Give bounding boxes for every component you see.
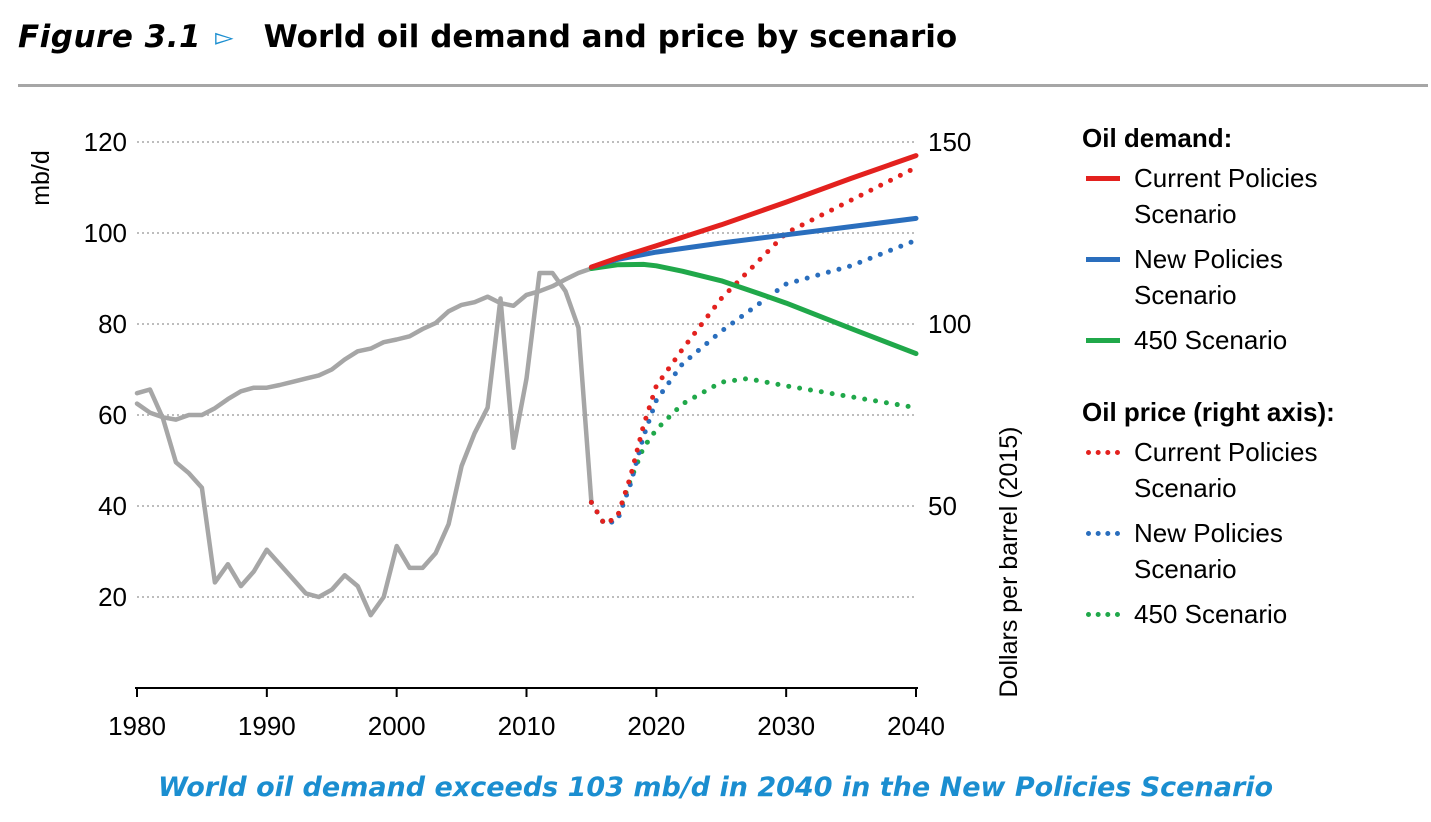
legend-label: 450 Scenario [1134, 325, 1288, 355]
x-tick-label: 1990 [238, 711, 296, 741]
legend-item-demand-450: 450 Scenario [1082, 322, 1422, 358]
x-tick-label: 2010 [498, 711, 556, 741]
price-current-line [588, 165, 919, 527]
y-left-tick-label: 20 [98, 582, 127, 612]
legend-swatch-current-solid [1082, 160, 1120, 196]
price-new-line [588, 237, 919, 527]
header-divider [18, 84, 1428, 87]
figure-title: World oil demand and price by scenario [263, 19, 958, 55]
legend-swatch-450-dotted [1082, 596, 1120, 632]
y-left-tick-label: 60 [98, 400, 127, 430]
demand-historical-line [134, 266, 594, 422]
legend-item-demand-new: New Policies Scenario [1082, 241, 1422, 313]
y-right-tick-label: 150 [928, 127, 971, 157]
x-tick-label: 2000 [368, 711, 426, 741]
legend-item-demand-current: Current Policies Scenario [1082, 160, 1422, 232]
y-left-tick-label: 40 [98, 491, 127, 521]
legend-item-price-new: New Policies Scenario [1082, 515, 1422, 587]
x-tick-label: 1980 [108, 711, 166, 741]
y-left-tick-label: 80 [98, 309, 127, 339]
y-right-tick-label: 50 [928, 491, 957, 521]
legend-demand-heading: Oil demand: [1082, 123, 1233, 153]
demand-s450-line [588, 261, 919, 357]
figure-label: Figure 3.1 [18, 19, 202, 55]
legend-label: Current Policies Scenario [1134, 437, 1318, 503]
legend-label: 450 Scenario [1134, 599, 1288, 629]
y-left-tick-label: 120 [84, 127, 127, 157]
legend-swatch-new-dotted [1082, 515, 1120, 551]
legend-label: New Policies Scenario [1134, 244, 1283, 310]
legend-swatch-450-solid [1082, 322, 1120, 358]
legend: Oil demand: Current Policies Scenario Ne… [1082, 120, 1422, 641]
legend-label: Current Policies Scenario [1134, 163, 1318, 229]
legend-item-price-450: 450 Scenario [1082, 596, 1422, 632]
legend-swatch-current-dotted [1082, 434, 1120, 470]
y-left-tick-label: 100 [84, 218, 127, 248]
figure-header: Figure 3.1 ▻ World oil demand and price … [18, 12, 957, 62]
price-historical-line [134, 270, 594, 618]
demand-new-line [588, 215, 919, 270]
x-tick-label: 2040 [887, 711, 945, 741]
legend-swatch-new-solid [1082, 241, 1120, 277]
x-tick-label: 2020 [627, 711, 685, 741]
x-tick-label: 2030 [757, 711, 815, 741]
figure-arrow-icon: ▻ [215, 23, 234, 51]
y-right-axis-label: Dollars per barrel (2015) [995, 427, 1023, 698]
y-right-tick-label: 100 [928, 309, 971, 339]
figure-caption: World oil demand exceeds 103 mb/d in 204… [157, 772, 1274, 803]
legend-item-price-current: Current Policies Scenario [1082, 434, 1422, 506]
demand-current-line [588, 153, 919, 270]
series [134, 153, 919, 618]
legend-price-heading: Oil price (right axis): [1082, 397, 1335, 427]
price-s450-line [588, 376, 919, 527]
y-left-axis-label: mb/d [27, 150, 55, 206]
legend-label: New Policies Scenario [1134, 518, 1283, 584]
